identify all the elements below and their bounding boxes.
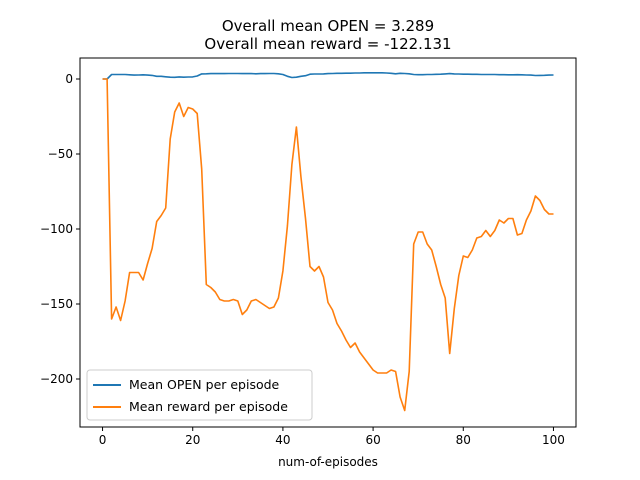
- y-tick-label: −100: [40, 222, 73, 236]
- plot-frame: [79, 57, 577, 428]
- series-line-0: [102, 72, 554, 80]
- x-tick-label: 80: [456, 433, 471, 447]
- chart-title-line-1: Overall mean OPEN = 3.289: [222, 17, 434, 35]
- ticks-layer: 0 20 40 60 80 100 0 −50 −100 −150 −200: [40, 72, 565, 447]
- legend: Mean OPEN per episode Mean reward per ep…: [86, 369, 313, 421]
- x-tick-label: 60: [365, 433, 380, 447]
- y-tick-label: −150: [40, 297, 73, 311]
- x-tick-label: 100: [542, 433, 565, 447]
- series-layer: [102, 72, 554, 412]
- x-tick-label: 40: [275, 433, 290, 447]
- legend-box: [86, 369, 313, 421]
- series-line-1: [102, 78, 554, 412]
- y-tick-label: −50: [48, 147, 73, 161]
- legend-label-open: Mean OPEN per episode: [129, 377, 280, 392]
- y-tick-label: −200: [40, 372, 73, 386]
- x-tick-label: 0: [99, 433, 107, 447]
- legend-label-reward: Mean reward per episode: [129, 399, 288, 414]
- x-tick-label: 20: [185, 433, 200, 447]
- chart-title-line-2: Overall mean reward = -122.131: [204, 35, 451, 53]
- y-tick-label: 0: [65, 72, 73, 86]
- x-axis-label: num-of-episodes: [278, 455, 378, 469]
